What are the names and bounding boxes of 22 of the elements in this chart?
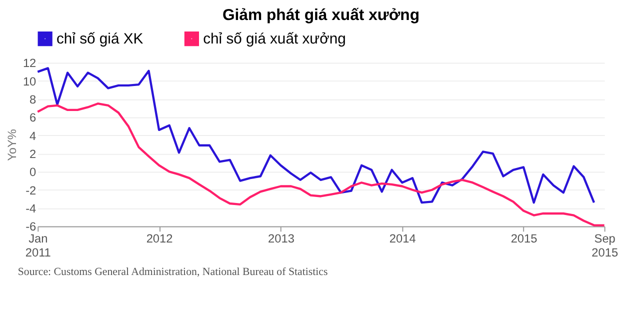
x-tick-label: 2012 (146, 232, 173, 246)
y-tick-label: 2 (30, 147, 36, 162)
y-tick-label: 4 (30, 128, 37, 143)
y-tick-label: 8 (30, 92, 37, 107)
legend-label: chỉ số giá xuất xưởng (203, 32, 346, 48)
chart-title: Giảm phát giá xuất xưởng (222, 7, 420, 24)
source-note: Source: Customs General Administration, National Bureau of Statistics (18, 266, 328, 278)
y-tick-label: 12 (22, 56, 36, 70)
y-tick-label: -4 (26, 202, 37, 216)
y-tick-label: -6 (26, 220, 37, 234)
y-tick-label: 6 (30, 110, 37, 125)
legend-label: chỉ số giá XK (56, 32, 144, 48)
x-tick-label: Sep 2015 (592, 232, 618, 260)
x-tick-label: 2014 (389, 232, 416, 246)
x-tick-label: Jan 2011 (25, 232, 52, 260)
x-tick-label: 2013 (268, 232, 295, 246)
y-tick-label: 0 (30, 165, 37, 180)
y-axis-title: YoY% (5, 128, 19, 161)
x-tick-label: 2015 (510, 232, 538, 246)
y-tick-label: 10 (22, 74, 37, 88)
y-tick-label: -2 (26, 183, 36, 198)
line-series (36, 67, 596, 204)
